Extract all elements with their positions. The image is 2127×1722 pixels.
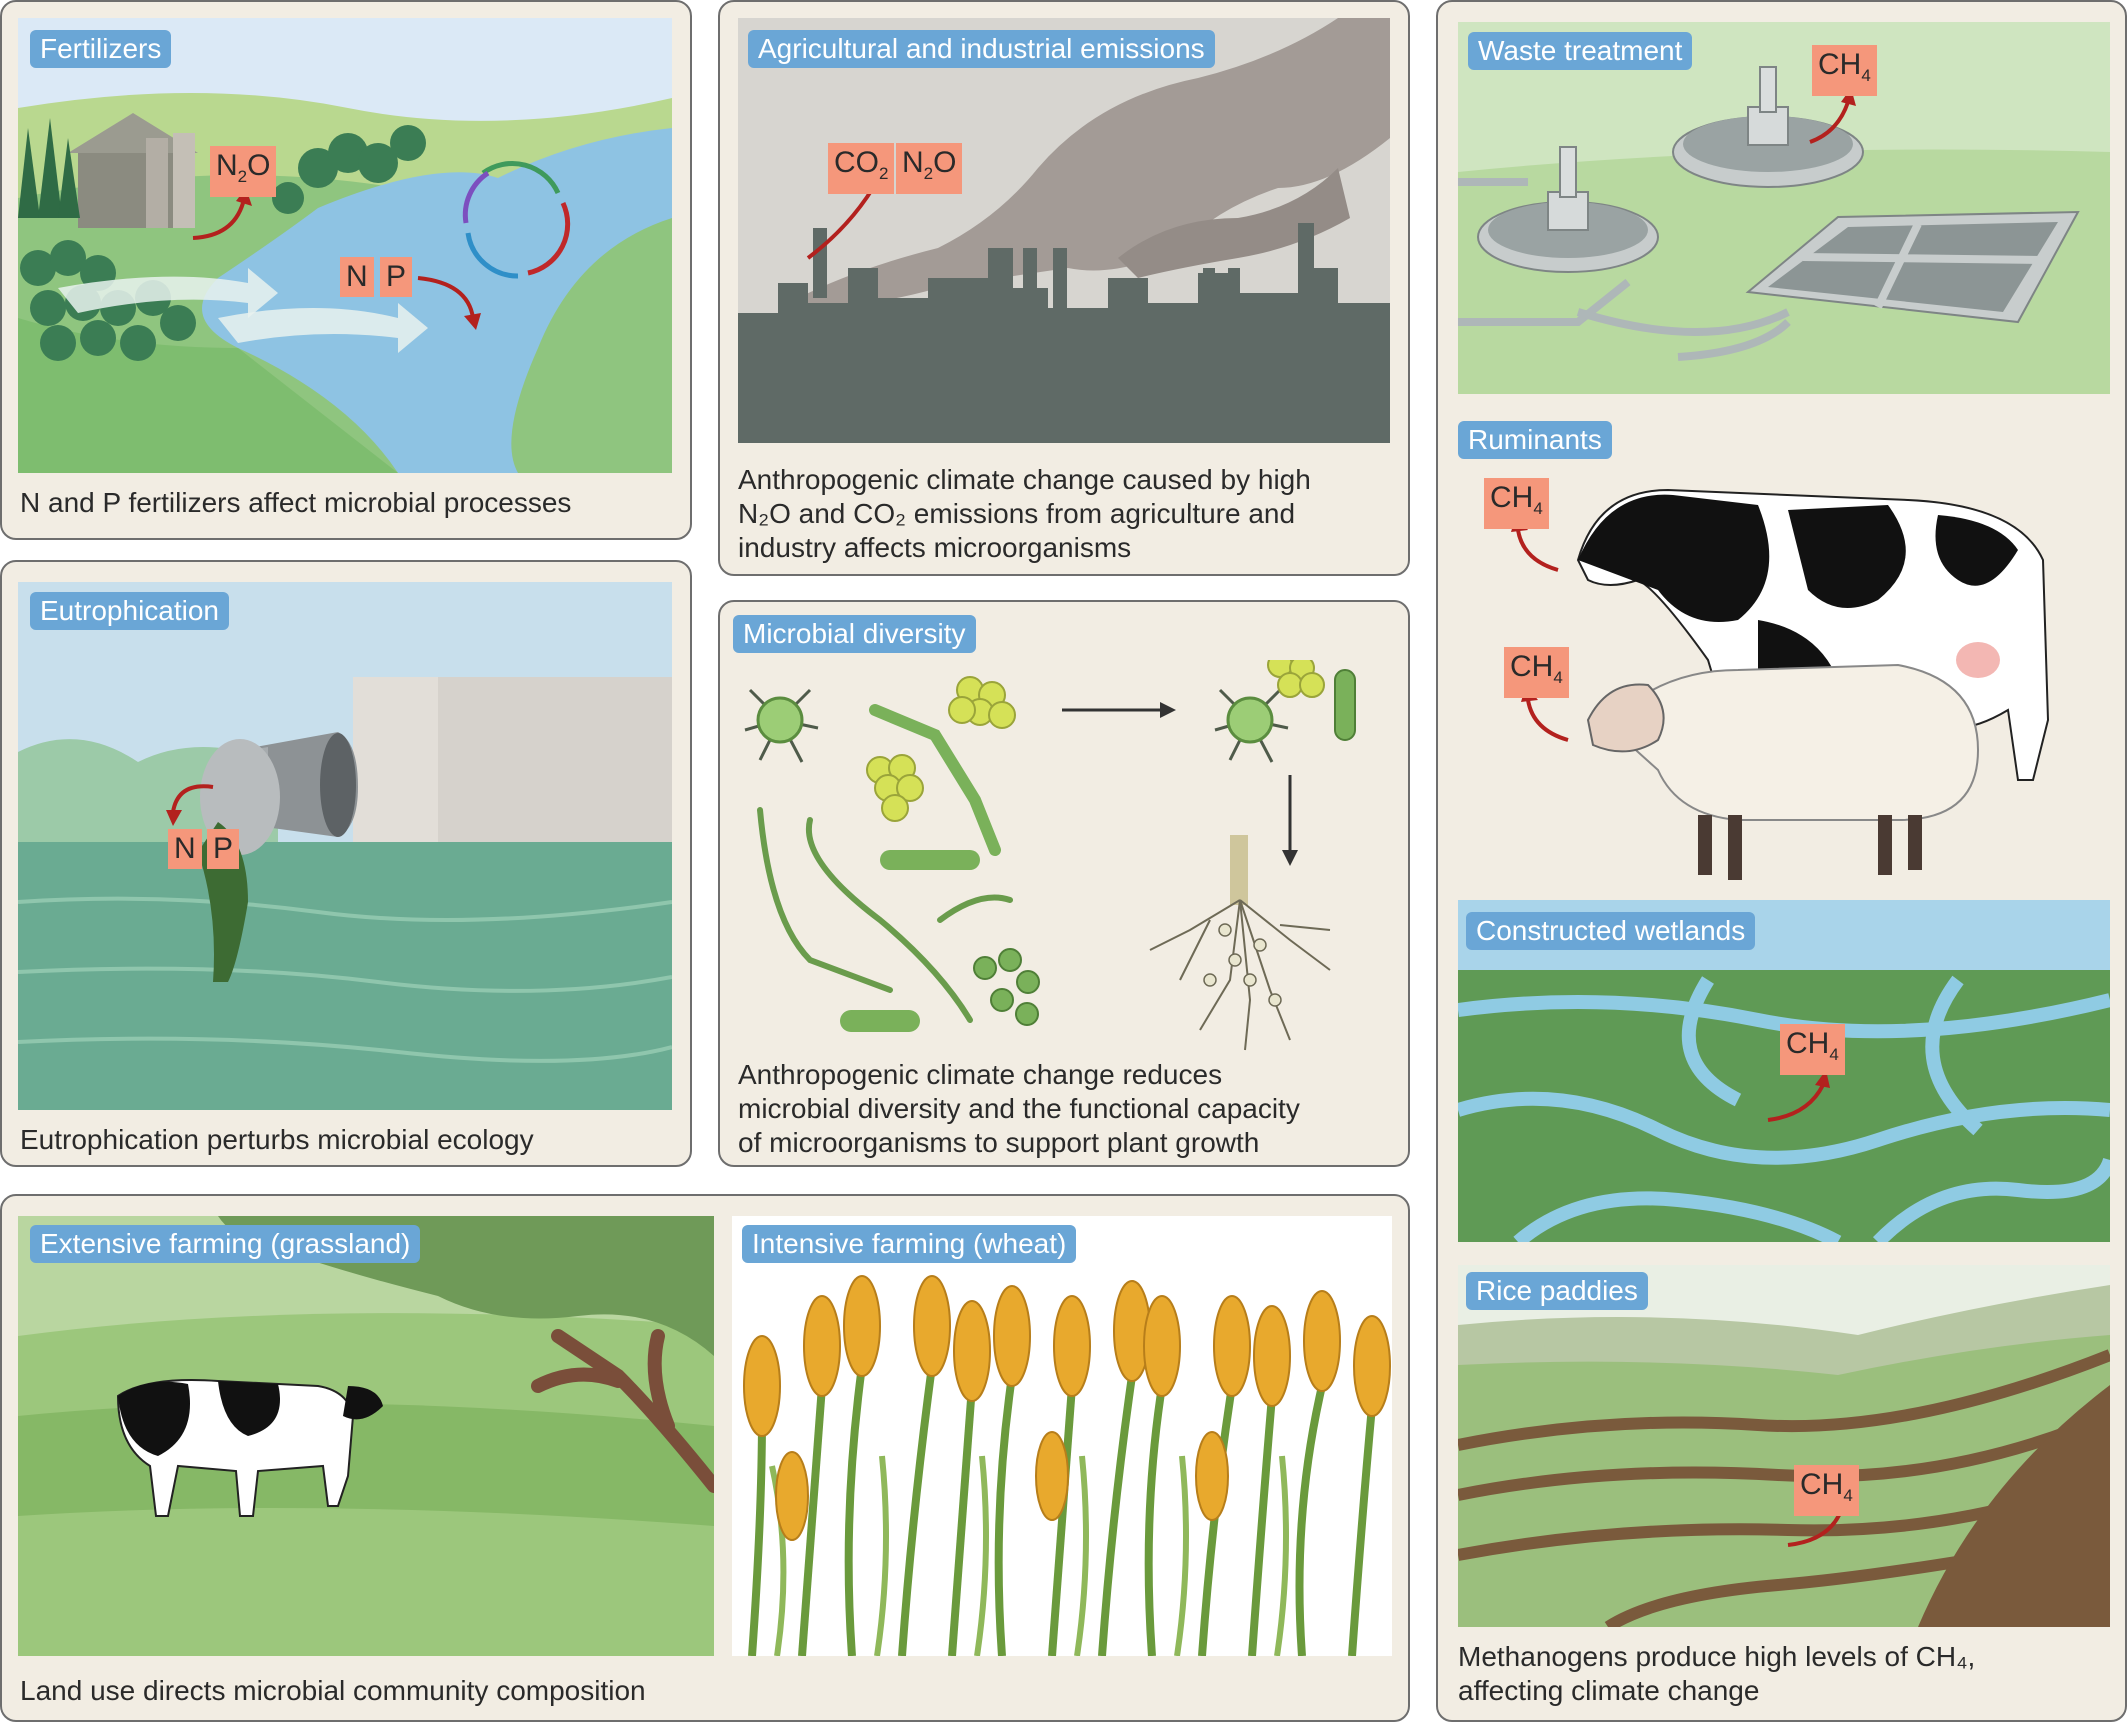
emissions-caption-line-2: N₂O and CO₂ emissions from agriculture a… xyxy=(738,498,1296,529)
intensive-farming-tag: Intensive farming (wheat) xyxy=(742,1225,1077,1263)
sheep-figure xyxy=(1586,663,1980,880)
intensive-farming-illustration xyxy=(732,1216,1392,1656)
emissions-n2o-subscript: 2 xyxy=(923,164,934,183)
waste-treatment-illustration xyxy=(1458,22,2110,394)
rice-ch4-ch: CH xyxy=(1800,1468,1844,1501)
emissions-n2o-n: N xyxy=(902,146,924,179)
fertilizers-caption: N and P fertilizers affect microbial pro… xyxy=(20,487,572,518)
waste-ch4-subscript: 4 xyxy=(1861,66,1871,85)
rice-paddies-tag: Rice paddies xyxy=(1466,1272,1648,1310)
n2o-subscript: 2 xyxy=(237,167,248,186)
rice-paddies-illustration xyxy=(1458,1265,2110,1627)
rice-ch4-label: CH4 xyxy=(1794,1465,1859,1516)
sheep-ch4-label: CH4 xyxy=(1504,647,1569,698)
n2o-n: N xyxy=(216,149,238,182)
cow-ch4-subscript: 4 xyxy=(1533,499,1543,518)
grazing-cow-figure xyxy=(116,1379,383,1517)
eutrophication-caption: Eutrophication perturbs microbial ecolog… xyxy=(20,1124,534,1155)
extensive-farming-tag: Extensive farming (grassland) xyxy=(30,1225,421,1263)
co2-label: CO2 xyxy=(828,143,895,194)
emissions-caption-line-1: Anthropogenic climate change caused by h… xyxy=(738,464,1311,495)
eutrophication-tag: Eutrophication xyxy=(30,592,230,630)
fertilizers-tag: Fertilizers xyxy=(30,30,172,68)
rice-ch4-subscript: 4 xyxy=(1843,1486,1853,1505)
sheep-ch4-subscript: 4 xyxy=(1553,668,1563,687)
waste-ch4-label: CH4 xyxy=(1812,45,1877,96)
eutrophication-nitrogen-label: N xyxy=(168,829,202,869)
diversity-caption-line-3: of microorganisms to support plant growt… xyxy=(738,1127,1260,1158)
sheep-ch4-ch: CH xyxy=(1510,650,1554,683)
emissions-n2o-o: O xyxy=(933,146,957,179)
emissions-n2o-label: N2O xyxy=(896,143,963,194)
eutrophication-illustration xyxy=(18,582,672,1110)
fertilizers-illustration xyxy=(18,18,672,473)
ruminants-tag: Ruminants xyxy=(1458,421,1612,459)
rice-caption-line-2: affecting climate change xyxy=(1458,1675,1760,1706)
emissions-illustration xyxy=(738,18,1390,443)
waste-treatment-tag: Waste treatment xyxy=(1468,32,1693,70)
wetlands-ch4-subscript: 4 xyxy=(1829,1045,1839,1064)
ruminants-illustration xyxy=(1458,420,2110,890)
n2o-o: O xyxy=(247,149,271,182)
n2o-label: N2O xyxy=(210,146,277,197)
co2-subscript: 2 xyxy=(879,164,889,183)
eutrophication-phosphorus-label: P xyxy=(207,829,240,869)
cow-ch4-ch: CH xyxy=(1490,481,1534,514)
microbial-diversity-tag: Microbial diversity xyxy=(733,615,976,653)
land-use-caption: Land use directs microbial community com… xyxy=(20,1675,646,1706)
diversity-caption-line-2: microbial diversity and the functional c… xyxy=(738,1093,1300,1124)
nitrogen-label: N xyxy=(340,257,374,297)
extensive-farming-illustration xyxy=(18,1216,714,1656)
diversity-caption-line-1: Anthropogenic climate change reduces xyxy=(738,1059,1223,1090)
co2-co: CO xyxy=(834,146,879,179)
rice-caption-line-1: Methanogens produce high levels of CH₄, xyxy=(1458,1641,1976,1672)
waste-ch4-ch: CH xyxy=(1818,48,1862,81)
microbial-diversity-illustration xyxy=(730,660,1400,1060)
emissions-caption-line-3: industry affects microorganisms xyxy=(738,532,1132,563)
constructed-wetlands-tag: Constructed wetlands xyxy=(1466,912,1756,950)
wetlands-ch4-ch: CH xyxy=(1786,1027,1830,1060)
phosphorus-label: P xyxy=(380,257,413,297)
emissions-tag: Agricultural and industrial emissions xyxy=(748,30,1215,68)
cow-ch4-label: CH4 xyxy=(1484,478,1549,529)
wetlands-ch4-label: CH4 xyxy=(1780,1024,1845,1075)
